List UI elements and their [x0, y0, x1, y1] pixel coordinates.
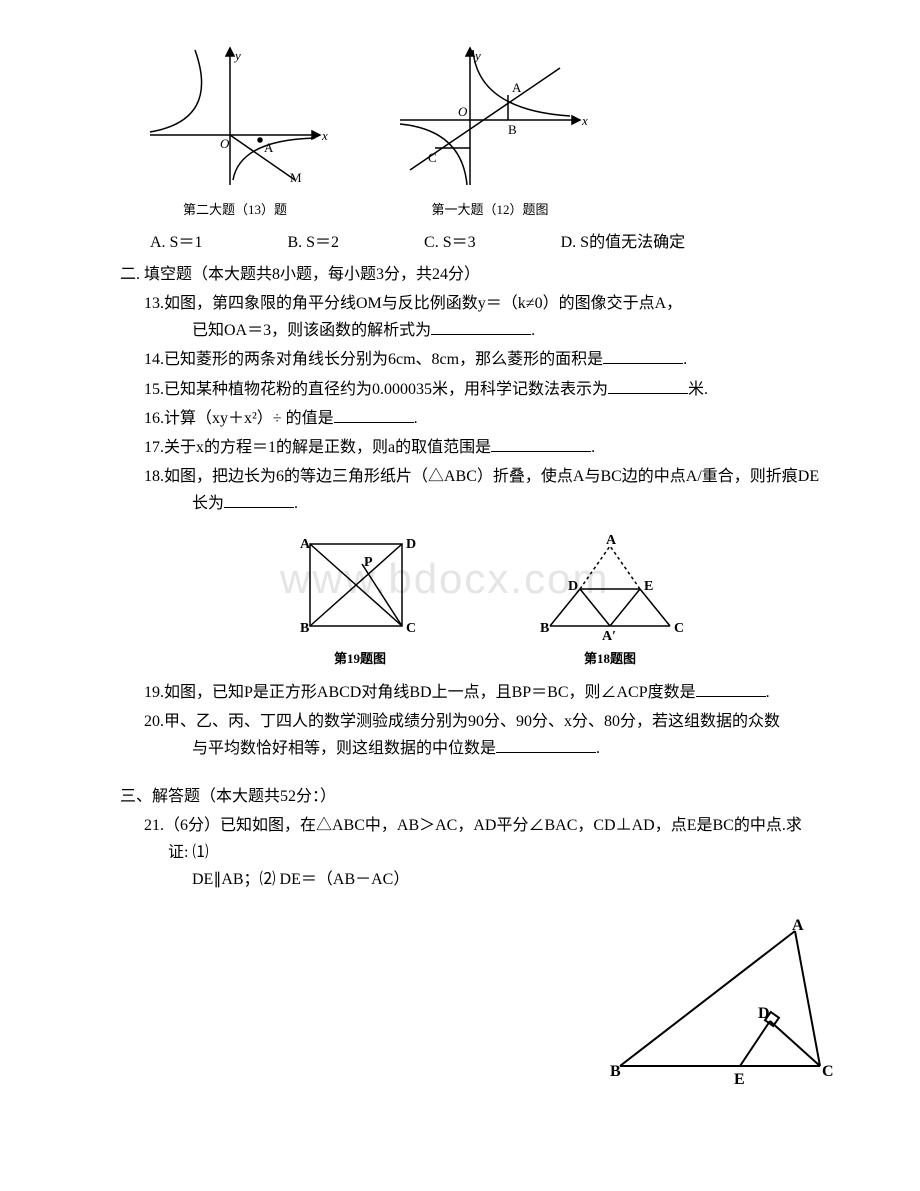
svg-text:A: A — [264, 140, 274, 155]
figure-19: A D B C P 第19题图 — [290, 534, 430, 667]
q15-blank — [608, 378, 688, 394]
q20-line2: 与平均数恰好相等，则这组数据的中位数是 — [192, 740, 496, 757]
figure-12-svg: y x O A B C — [390, 40, 590, 195]
q21: 21.（6分）已知如图，在△ABC中，AB＞AC，AD平分∠BAC，CD⊥AD，… — [144, 812, 820, 894]
svg-text:A: A — [792, 917, 804, 934]
svg-text:B: B — [540, 621, 549, 636]
figure-18: A D E B C A′ 第18题图 — [530, 534, 690, 667]
figure-18-caption: 第18题图 — [584, 648, 636, 667]
q17: 17.关于x的方程＝1的解是正数，则a的取值范围是. — [144, 434, 820, 461]
figure-19-caption: 第19题图 — [334, 648, 386, 667]
q12-option-b: B. S＝2 — [287, 228, 339, 252]
figure-12: y x O A B C 第一大题（12）题图 — [390, 40, 590, 218]
q16-blank — [334, 407, 414, 423]
q16-suffix: . — [414, 410, 418, 427]
q17-text: 17.关于x的方程＝1的解是正数，则a的取值范围是 — [144, 439, 491, 456]
q13-suffix: . — [531, 322, 535, 339]
svg-text:D: D — [568, 579, 578, 594]
q14: 14.已知菱形的两条对角线长分别为6cm、8cm，那么菱形的面积是. — [144, 346, 820, 373]
q19-text: 19.如图，已知P是正方形ABCD对角线BD上一点，且BP＝BC，则∠ACP度数… — [144, 684, 696, 701]
q19: 19.如图，已知P是正方形ABCD对角线BD上一点，且BP＝BC，则∠ACP度数… — [144, 679, 820, 706]
svg-text:x: x — [581, 113, 588, 128]
q20: 20.甲、乙、丙、丁四人的数学测验成绩分别为90分、90分、x分、80分，若这组… — [144, 708, 820, 762]
svg-text:E: E — [644, 579, 653, 594]
svg-text:B: B — [300, 621, 309, 636]
q14-text: 14.已知菱形的两条对角线长分别为6cm、8cm，那么菱形的面积是 — [144, 351, 603, 368]
q13-line2: 已知OA＝3，则该函数的解析式为 — [192, 322, 431, 339]
svg-text:A: A — [606, 534, 617, 548]
q21-line1: 21.（6分）已知如图，在△ABC中，AB＞AC，AD平分∠BAC，CD⊥AD，… — [144, 817, 802, 861]
q14-suffix: . — [683, 351, 687, 368]
q12-options: A. S＝1 B. S＝2 C. S＝3 D. S的值无法确定 — [150, 228, 820, 252]
figure-19-svg: A D B C P — [290, 534, 430, 644]
figure-13: y x O A M 第二大题（13）题 — [140, 40, 330, 218]
figures-row-top: y x O A M 第二大题（13）题 y x O A B — [140, 40, 820, 218]
svg-text:O: O — [458, 104, 468, 119]
svg-text:y: y — [233, 48, 241, 63]
figure-12-caption: 第一大题（12）题图 — [431, 199, 548, 218]
q13-blank — [431, 319, 531, 335]
q19-suffix: . — [766, 684, 770, 701]
figure-21: A B C D E — [610, 916, 840, 1101]
q20-line1: 20.甲、乙、丙、丁四人的数学测验成绩分别为90分、90分、x分、80分，若这组… — [144, 713, 780, 730]
figure-21-svg: A B C D E — [610, 916, 840, 1096]
q20-blank — [496, 737, 596, 753]
q15: 15.已知某种植物花粉的直径约为0.000035米，用科学记数法表示为 米. — [144, 376, 820, 403]
svg-text:C: C — [406, 621, 416, 636]
section-2-header: 二. 填空题（本大题共8小题，每小题3分，共24分） — [120, 260, 820, 284]
svg-text:A′: A′ — [602, 629, 616, 644]
q18-line1: 18.如图，把边长为6的等边三角形纸片（△ABC）折叠，使点A与BC边的中点A/… — [144, 468, 819, 485]
svg-text:M: M — [290, 170, 302, 185]
svg-text:y: y — [473, 48, 481, 63]
q19-blank — [696, 681, 766, 697]
q13: 13.如图，第四象限的角平分线OM与反比例函数y＝（k≠0）的图像交于点A， 已… — [144, 290, 820, 344]
q21-line2: DE∥AB；⑵ DE＝（AB－AC） — [192, 871, 409, 888]
figure-18-svg: A D E B C A′ — [530, 534, 690, 644]
figure-13-svg: y x O A M — [140, 40, 330, 195]
svg-text:P: P — [364, 555, 373, 570]
svg-text:C: C — [674, 621, 684, 636]
q16: 16.计算（xy＋x²）÷ 的值是. — [144, 405, 820, 432]
svg-text:B: B — [508, 122, 517, 137]
q17-suffix: . — [591, 439, 595, 456]
q18-blank — [224, 492, 294, 508]
svg-text:A: A — [300, 537, 311, 552]
q20-suffix: . — [596, 740, 600, 757]
svg-text:E: E — [734, 1071, 745, 1088]
svg-text:C: C — [822, 1063, 834, 1080]
q15-suffix: 米. — [688, 381, 708, 398]
q14-blank — [603, 348, 683, 364]
svg-text:D: D — [406, 537, 416, 552]
q13-line1: 13.如图，第四象限的角平分线OM与反比例函数y＝（k≠0）的图像交于点A， — [144, 295, 682, 312]
svg-text:O: O — [220, 136, 230, 151]
q18: 18.如图，把边长为6的等边三角形纸片（△ABC）折叠，使点A与BC边的中点A/… — [144, 463, 820, 517]
q12-option-c: C. S＝3 — [424, 228, 476, 252]
q12-option-d: D. S的值无法确定 — [561, 228, 685, 252]
q17-blank — [491, 436, 591, 452]
svg-text:B: B — [610, 1063, 621, 1080]
figures-row-mid: A D B C P 第19题图 A D E B C A′ — [160, 534, 820, 667]
q18-line2: 长为 — [192, 495, 224, 512]
q15-text: 15.已知某种植物花粉的直径约为0.000035米，用科学记数法表示为 — [144, 381, 608, 398]
q12-option-a: A. S＝1 — [150, 228, 202, 252]
q16-text: 16.计算（xy＋x²）÷ 的值是 — [144, 410, 334, 427]
svg-text:A: A — [512, 80, 522, 95]
section-3-header: 三、解答题（本大题共52分：） — [120, 782, 820, 806]
svg-text:x: x — [321, 128, 328, 143]
q18-suffix: . — [294, 495, 298, 512]
svg-text:C: C — [428, 150, 437, 165]
svg-text:D: D — [758, 1005, 770, 1022]
figure-13-caption: 第二大题（13）题 — [183, 199, 287, 218]
